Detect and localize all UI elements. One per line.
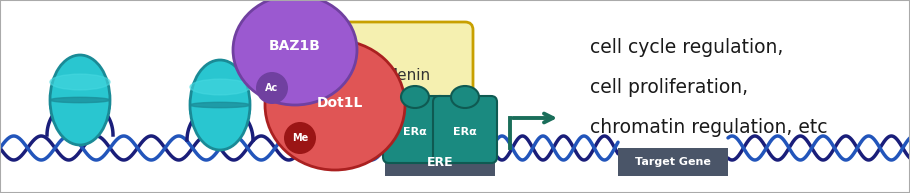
Ellipse shape	[190, 60, 250, 150]
Text: Ac: Ac	[266, 83, 278, 93]
FancyBboxPatch shape	[383, 96, 447, 163]
Ellipse shape	[284, 122, 316, 154]
Ellipse shape	[50, 55, 110, 145]
FancyBboxPatch shape	[618, 148, 728, 176]
Text: BAZ1B: BAZ1B	[269, 39, 321, 53]
Text: ERE: ERE	[427, 156, 453, 168]
Ellipse shape	[190, 105, 250, 121]
Text: cell cycle regulation,: cell cycle regulation,	[590, 38, 784, 57]
FancyBboxPatch shape	[342, 22, 473, 128]
Text: Me: Me	[292, 133, 308, 143]
Text: chromatin regulation, etc: chromatin regulation, etc	[590, 118, 827, 137]
Text: ERα: ERα	[403, 127, 427, 137]
Text: Target Gene: Target Gene	[635, 157, 711, 167]
Ellipse shape	[50, 100, 110, 116]
Ellipse shape	[401, 86, 429, 108]
Text: cell proliferation,: cell proliferation,	[590, 78, 748, 97]
Ellipse shape	[190, 102, 250, 108]
Ellipse shape	[190, 79, 250, 95]
Ellipse shape	[233, 0, 357, 105]
FancyBboxPatch shape	[433, 96, 497, 163]
Ellipse shape	[256, 72, 288, 104]
Text: Dot1L: Dot1L	[317, 96, 363, 110]
Ellipse shape	[50, 74, 110, 90]
Ellipse shape	[50, 97, 110, 103]
Text: Menin: Menin	[384, 68, 430, 82]
FancyBboxPatch shape	[385, 148, 495, 176]
Text: ERα: ERα	[453, 127, 477, 137]
Ellipse shape	[451, 86, 479, 108]
Ellipse shape	[265, 40, 405, 170]
